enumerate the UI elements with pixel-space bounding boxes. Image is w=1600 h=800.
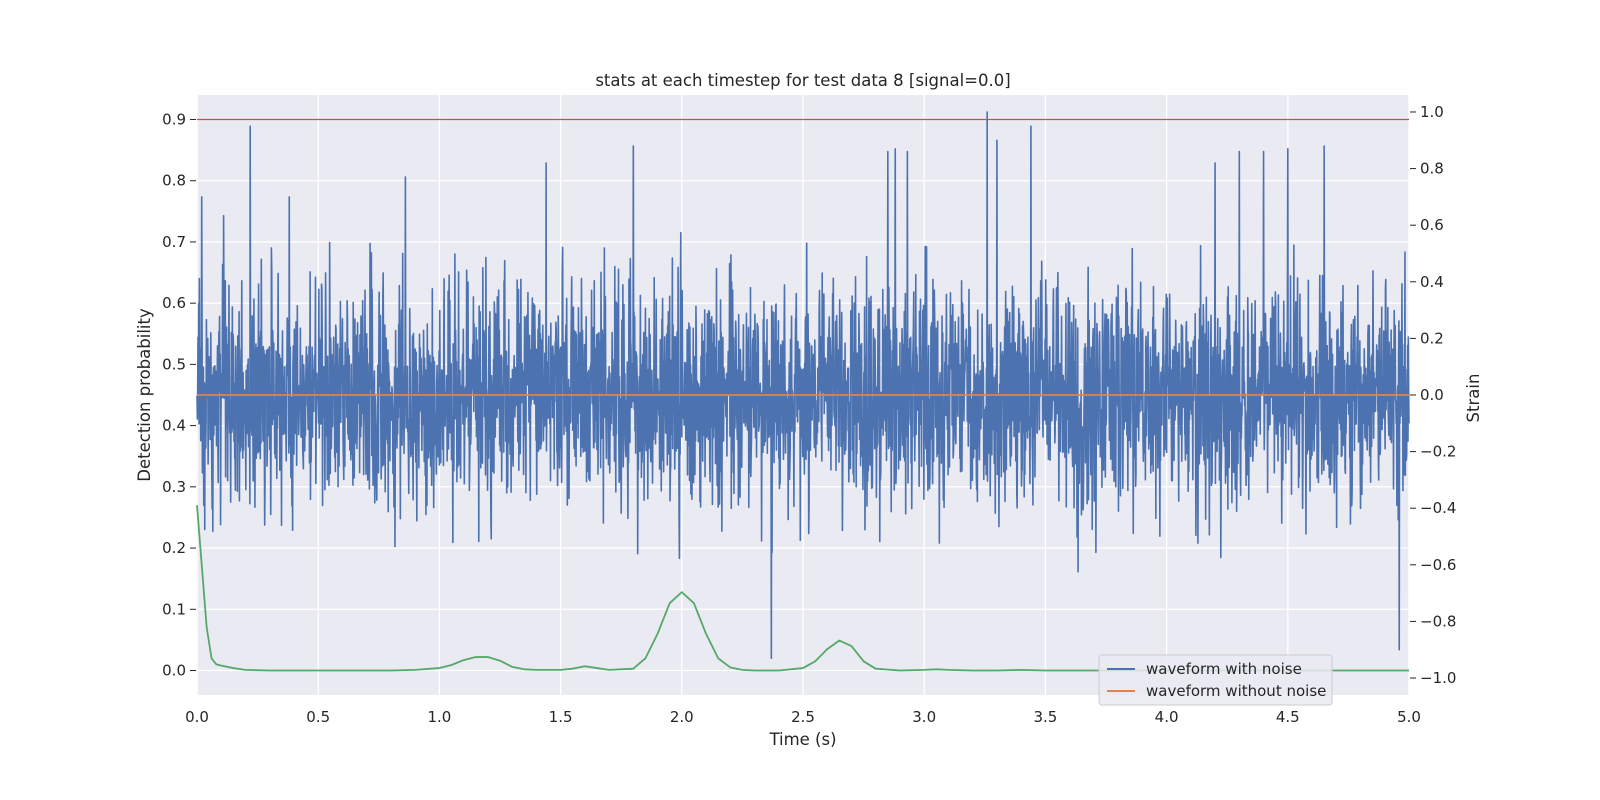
x-tick-label: 1.0 (427, 708, 451, 726)
y-axis-left-label: Detection probability (135, 308, 154, 482)
y-tick-label-right: 0.6 (1420, 216, 1444, 234)
detection-probability-line (196, 505, 1409, 672)
y-tick-label-right: 1.0 (1420, 103, 1444, 121)
legend-label-waveform-with-noise: waveform with noise (1146, 660, 1302, 678)
y-tick-label-right: 0.0 (1420, 386, 1444, 404)
x-tick-label: 3.0 (912, 708, 936, 726)
y-tick-label-left: 0.0 (162, 662, 186, 680)
series-detection-probability (196, 505, 1409, 672)
legend-label-waveform-without-noise: waveform without noise (1146, 682, 1326, 700)
y-axis-left-ticks: 0.0 0.1 0.2 0.3 0.4 0.5 0.6 0.7 0.8 0.9 (162, 110, 196, 680)
chart-title: stats at each timestep for test data 8 [… (595, 71, 1010, 90)
y-tick-label-right: −0.8 (1420, 612, 1456, 630)
y-tick-label-left: 0.4 (162, 417, 186, 435)
y-tick-label-left: 0.5 (162, 355, 186, 373)
x-tick-label: 3.5 (1033, 708, 1057, 726)
y-tick-label-right: −0.6 (1420, 556, 1456, 574)
x-axis-label: Time (s) (768, 730, 836, 749)
x-axis-ticks: 0.0 0.5 1.0 1.5 2.0 2.5 3.0 3.5 4.0 4.5 5.0 (185, 708, 1421, 726)
y-tick-label-left: 0.8 (162, 172, 186, 190)
legend: waveform with noise waveform without noi… (1098, 654, 1333, 706)
noisy-waveform-line (196, 111, 1410, 660)
y-tick-label-right: 0.4 (1420, 273, 1444, 291)
x-tick-label: 0.0 (185, 708, 209, 726)
x-tick-label: 4.5 (1276, 708, 1300, 726)
y-tick-label-left: 0.7 (162, 233, 186, 251)
y-tick-label-left: 0.3 (162, 478, 186, 496)
y-tick-label-right: −0.4 (1420, 499, 1456, 517)
x-tick-label: 4.0 (1155, 708, 1179, 726)
y-tick-label-left: 0.1 (162, 600, 186, 618)
y-tick-label-right: −0.2 (1420, 443, 1456, 461)
series-waveform-with-noise (196, 111, 1410, 660)
x-tick-label: 1.5 (549, 708, 573, 726)
y-tick-label-right: 0.2 (1420, 329, 1444, 347)
x-tick-label: 2.5 (791, 708, 815, 726)
y-tick-label-left: 0.2 (162, 539, 186, 557)
y-tick-label-left: 0.6 (162, 294, 186, 312)
y-tick-label-left: 0.9 (162, 110, 186, 128)
y-axis-right-label: Strain (1464, 374, 1483, 423)
plot-area (196, 95, 1410, 695)
x-tick-label: 5.0 (1397, 708, 1421, 726)
legend-frame (1098, 654, 1333, 706)
y-tick-label-right: 0.8 (1420, 160, 1444, 178)
x-tick-label: 0.5 (306, 708, 330, 726)
x-tick-label: 2.0 (670, 708, 694, 726)
y-tick-label-right: −1.0 (1420, 669, 1456, 687)
y-axis-right-ticks: −1.0 −0.8 −0.6 −0.4 −0.2 0.0 0.2 0.4 0.6 0.8 1.0 (1410, 103, 1456, 687)
